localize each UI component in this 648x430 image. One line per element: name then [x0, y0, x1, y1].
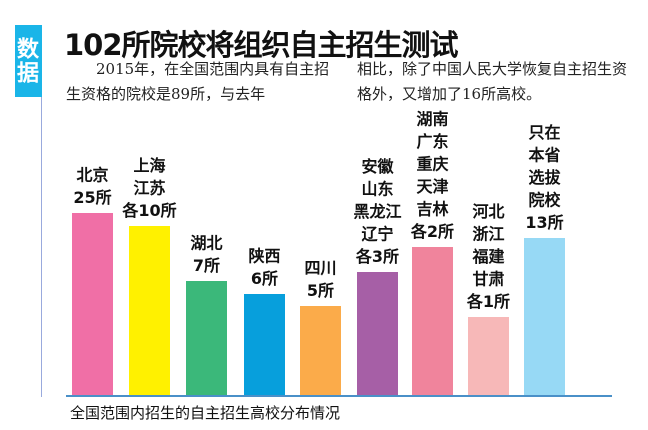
headline: 102所院校将组织自主招生测试 [64, 28, 459, 62]
bar-label-8: 选拔 [528, 168, 561, 187]
bar-label-6: 重庆 [416, 155, 448, 174]
bar-label-1: 上海 [133, 156, 165, 175]
divider-line [41, 97, 42, 397]
chart-caption: 全国范围内招生的自主招生高校分布情况 [70, 404, 341, 422]
bar-label-8: 13所 [525, 213, 563, 232]
bar-label-4: 5所 [307, 281, 334, 300]
paragraph-right: 相比，除了中国人民大学恢复自主招生资格外，又增加了16所高校。 [357, 60, 628, 103]
paragraph-left: 2015年，在全国范围内具有自主招生资格的院校是89所，与去年 [66, 60, 330, 103]
bar-1 [129, 226, 170, 395]
bar-label-6: 天津 [416, 177, 448, 196]
bar-label-8: 本省 [528, 146, 560, 165]
bar-label-5: 辽宁 [361, 225, 393, 244]
bar-label-3: 陕西 [248, 247, 280, 266]
bar-label-5: 各3所 [355, 247, 399, 266]
bar-0 [72, 213, 113, 395]
bar-label-5: 山东 [361, 180, 393, 199]
bar-label-8: 院校 [528, 191, 561, 210]
bar-label-2: 湖北 [190, 234, 222, 253]
bar-label-5: 黑龙江 [353, 202, 401, 221]
bar-label-7: 各1所 [466, 292, 510, 311]
bar-label-7: 福建 [471, 247, 504, 266]
bar-8 [524, 238, 565, 395]
bar-3 [244, 294, 285, 395]
bar-label-2: 7所 [193, 256, 220, 275]
bar-5 [357, 272, 398, 395]
bar-7 [468, 317, 509, 395]
bar-label-6: 广东 [416, 132, 448, 151]
bar-label-7: 浙江 [472, 225, 504, 244]
bar-label-0: 25所 [73, 188, 111, 207]
bar-label-6: 湖南 [416, 110, 448, 129]
bar-label-5: 安徽 [361, 157, 394, 176]
bar-label-1: 各10所 [121, 201, 176, 220]
bar-label-4: 四川 [304, 259, 336, 278]
bar-label-7: 甘肃 [472, 270, 504, 289]
bar-label-0: 北京 [76, 166, 108, 185]
bar-label-3: 6所 [251, 269, 278, 288]
bar-2 [186, 281, 227, 395]
data-tag: 数据 [13, 25, 42, 97]
bar-4 [300, 306, 341, 395]
bar-label-7: 河北 [472, 202, 504, 221]
bar-label-1: 江苏 [133, 179, 165, 198]
bar-label-6: 吉林 [416, 200, 448, 219]
bar-label-6: 各2所 [410, 222, 454, 241]
bar-6 [412, 247, 453, 395]
bar-label-8: 只在 [528, 123, 560, 142]
